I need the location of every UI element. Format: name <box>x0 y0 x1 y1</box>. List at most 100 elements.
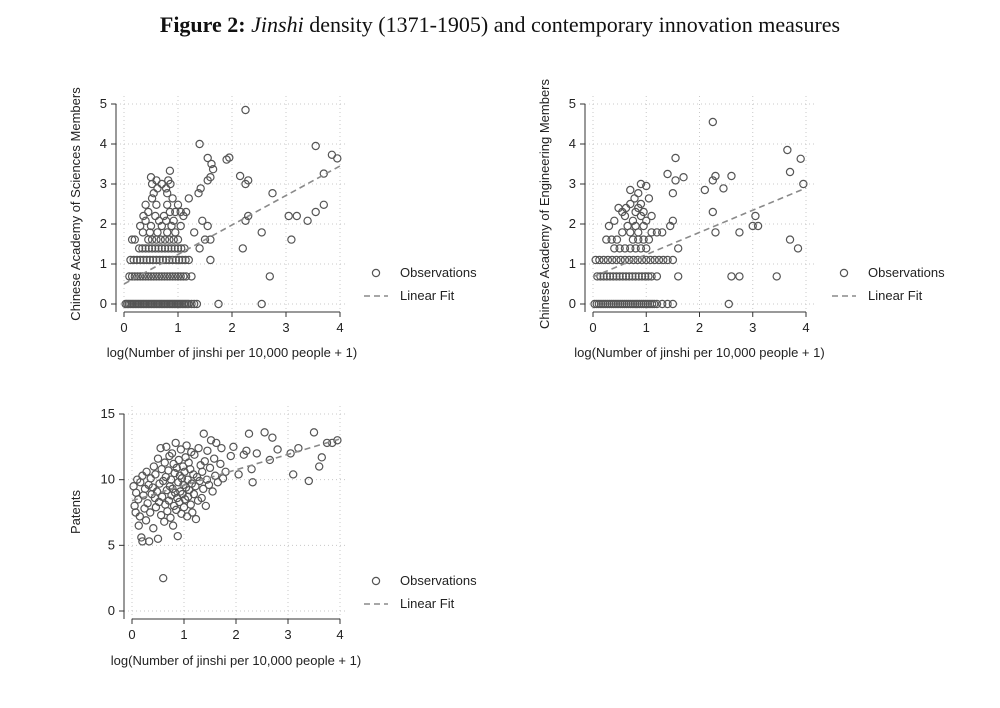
data-point <box>143 499 152 508</box>
y-tick-label: 2 <box>100 216 107 231</box>
figure-title-italic: Jinshi <box>251 12 304 37</box>
data-point <box>644 194 654 203</box>
data-point <box>719 184 728 193</box>
data-point <box>217 443 226 453</box>
data-point <box>162 188 172 198</box>
data-point <box>206 235 215 244</box>
data-point <box>135 255 145 265</box>
data-point <box>153 184 162 193</box>
data-point <box>252 449 261 458</box>
data-point <box>179 272 188 281</box>
data-point <box>652 299 662 309</box>
data-point <box>195 244 204 253</box>
data-point <box>319 200 328 209</box>
data-point <box>785 235 795 244</box>
data-point <box>304 476 313 486</box>
data-point <box>209 454 219 463</box>
data-point <box>241 216 250 225</box>
data-point <box>610 216 619 225</box>
data-point <box>273 445 282 454</box>
data-point <box>636 179 646 189</box>
data-point <box>650 299 659 309</box>
data-point <box>639 221 648 231</box>
data-point <box>141 200 150 209</box>
data-point <box>235 171 245 181</box>
data-point <box>173 531 182 541</box>
data-point <box>152 200 161 209</box>
legend-observations-marker <box>371 576 381 586</box>
data-point <box>179 480 188 490</box>
data-point <box>146 272 156 281</box>
data-point <box>599 255 608 265</box>
data-point <box>225 153 234 162</box>
data-point <box>612 255 621 265</box>
data-point <box>195 139 204 149</box>
data-point <box>181 207 191 217</box>
data-point <box>727 171 736 181</box>
data-point <box>173 244 183 253</box>
data-point <box>142 255 151 265</box>
data-point <box>311 207 320 217</box>
data-point <box>164 176 173 185</box>
x-axis-label: log(Number of jinshi per 10,000 people +… <box>107 345 357 360</box>
data-point <box>152 255 161 265</box>
data-point <box>200 235 210 244</box>
data-point <box>189 228 199 237</box>
linear-fit-line <box>131 438 341 502</box>
data-point <box>652 272 662 281</box>
data-point <box>751 211 760 221</box>
data-point <box>636 199 646 209</box>
data-point <box>668 188 678 198</box>
data-point <box>188 508 197 517</box>
data-point <box>207 159 216 169</box>
data-point <box>189 299 199 309</box>
data-point <box>663 255 672 265</box>
data-point <box>161 255 171 265</box>
data-point <box>135 221 145 231</box>
data-point <box>160 458 169 467</box>
data-point <box>161 184 171 193</box>
data-point <box>229 442 238 452</box>
data-point <box>146 221 156 231</box>
data-point <box>679 172 688 182</box>
data-point <box>607 235 616 244</box>
figure-title-rest: density (1371-1905) and contemporary inn… <box>303 12 841 37</box>
data-point <box>201 501 211 511</box>
data-point <box>626 199 635 209</box>
y-tick-label: 5 <box>100 96 107 111</box>
data-point <box>149 272 158 281</box>
data-point <box>234 470 243 479</box>
legend-fit-label: Linear Fit <box>868 288 923 303</box>
y-tick-label: 10 <box>101 472 115 487</box>
data-point <box>602 272 612 281</box>
data-point <box>604 221 614 231</box>
data-point <box>189 489 199 499</box>
data-point <box>772 272 781 281</box>
data-point <box>640 272 650 281</box>
data-point <box>663 169 672 179</box>
data-point <box>333 154 342 163</box>
data-point <box>147 244 157 253</box>
data-point <box>654 255 664 265</box>
data-point <box>145 508 155 517</box>
data-point <box>194 188 203 198</box>
data-point <box>674 272 683 281</box>
data-point <box>173 493 182 503</box>
data-point <box>289 470 298 479</box>
x-tick-label: 3 <box>749 320 756 335</box>
data-point <box>184 194 193 203</box>
data-point <box>243 211 253 221</box>
data-point <box>631 272 640 281</box>
x-tick-label: 0 <box>589 320 596 335</box>
data-point <box>208 487 217 496</box>
data-point <box>174 255 184 265</box>
data-point <box>133 272 142 281</box>
data-point <box>753 221 763 231</box>
data-point <box>700 185 710 195</box>
data-point <box>659 255 668 265</box>
data-point <box>164 244 173 253</box>
x-tick-label: 0 <box>128 627 135 642</box>
data-point <box>135 512 144 521</box>
data-point <box>785 167 795 177</box>
data-point <box>157 492 167 501</box>
